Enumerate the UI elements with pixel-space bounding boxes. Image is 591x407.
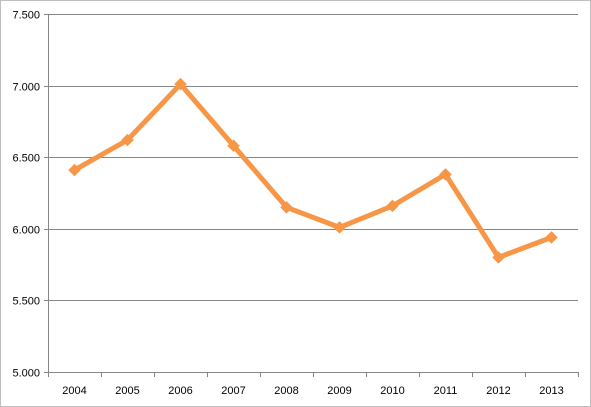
y-axis-tick-labels: 5.000 5.500 6.000 6.500 7.000 7.500	[12, 10, 40, 380]
data-point-marker	[439, 168, 452, 181]
x-tick-label: 2004	[62, 385, 86, 397]
y-tick-label: 7.500	[12, 10, 40, 22]
x-tick-label: 2011	[434, 385, 458, 397]
data-point-marker	[174, 77, 187, 91]
data-point-marker	[386, 199, 399, 213]
x-tick-label: 2012	[486, 385, 510, 397]
x-tick-label: 2008	[274, 385, 298, 397]
data-point-marker	[121, 133, 134, 147]
data-point-marker	[545, 231, 558, 244]
y-tick-label: 5.000	[12, 368, 40, 380]
data-series	[68, 77, 558, 264]
data-point-marker	[227, 139, 240, 153]
x-tick-label: 2007	[221, 385, 245, 397]
axes	[44, 14, 579, 377]
y-tick-label: 6.000	[12, 225, 40, 237]
series-line	[72, 81, 554, 260]
data-point-marker	[68, 163, 81, 177]
x-tick-label: 2013	[539, 385, 563, 397]
data-point-marker	[333, 221, 346, 234]
x-tick-label: 2010	[380, 385, 404, 397]
x-axis-tick-labels: 2004 2005 2006 2007 2008 2009 2010 2011 2012 2013	[62, 385, 563, 397]
y-tick-label: 7.000	[12, 82, 40, 94]
x-tick-label: 2006	[168, 385, 192, 397]
y-tick-label: 6.500	[12, 153, 40, 165]
data-point-marker	[492, 251, 505, 264]
y-tick-label: 5.500	[12, 296, 40, 308]
data-point-marker	[280, 200, 293, 214]
x-tick-label: 2009	[327, 385, 351, 397]
x-tick-label: 2005	[115, 385, 139, 397]
gridlines	[48, 14, 578, 373]
